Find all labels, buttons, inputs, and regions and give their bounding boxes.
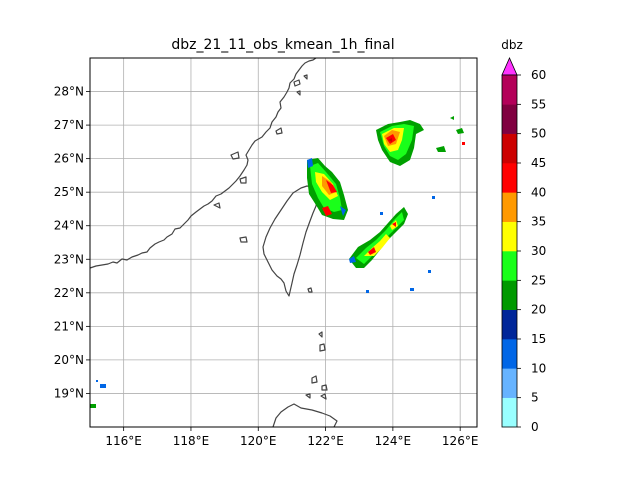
colorbar-segment: [502, 397, 517, 428]
map-title: dbz_21_11_obs_kmean_1h_final: [171, 37, 394, 53]
lat-tick-label: 25°N: [54, 185, 84, 199]
colorbar: dbz 0 5 10 15 20 25 30 35 40 45 50 55 60: [501, 38, 546, 434]
lat-tick-label: 22°N: [54, 286, 84, 300]
gridlines: [90, 58, 477, 427]
lon-tick-label: 124°E: [375, 434, 412, 448]
colorbar-tick-label: 25: [531, 273, 546, 287]
echo-northeast: [376, 116, 464, 166]
latitude-ticks: 19°N 20°N 21°N 22°N 23°N 24°N 25°N 26°N 27°N 28°N: [54, 85, 90, 400]
colorbar-segment: [502, 192, 517, 222]
colorbar-tick-label: 20: [531, 303, 546, 317]
echo-east-band: [349, 207, 408, 268]
lat-tick-label: 21°N: [54, 319, 84, 333]
colorbar-segment: [502, 309, 517, 340]
lat-tick-label: 23°N: [54, 252, 84, 266]
lat-tick-label: 26°N: [54, 152, 84, 166]
longitude-ticks: 116°E 118°E 120°E 122°E 124°E 126°E: [105, 427, 478, 448]
map-frame: [89, 57, 478, 428]
coastlines: [89, 57, 338, 428]
lat-tick-label: 27°N: [54, 118, 84, 132]
hainan-coastline: [272, 403, 338, 428]
colorbar-segment: [502, 104, 517, 134]
colorbar-tick-label: 55: [531, 97, 546, 111]
colorbar-segment: [502, 339, 517, 369]
colorbar-segment: [502, 368, 517, 398]
colorbar-tick-label: 30: [531, 244, 546, 258]
lat-tick-label: 19°N: [54, 386, 84, 400]
lon-tick-label: 122°E: [307, 434, 344, 448]
colorbar-tick-label: 0: [531, 420, 539, 434]
colorbar-segments: [502, 75, 517, 428]
colorbar-tick-label: 50: [531, 127, 546, 141]
lat-tick-label: 28°N: [54, 85, 84, 99]
lat-tick-label: 20°N: [54, 353, 84, 367]
colorbar-segment: [502, 221, 517, 252]
colorbar-tick-label: 15: [531, 332, 546, 346]
map-axes: 116°E 118°E 120°E 122°E 124°E 126°E 19°N 20°N 2…: [54, 57, 478, 448]
map-background: [90, 58, 477, 427]
colorbar-tick-label: 5: [531, 391, 539, 405]
lon-tick-label: 118°E: [173, 434, 210, 448]
colorbar-tick-label: 35: [531, 215, 546, 229]
colorbar-segment: [502, 133, 517, 164]
coastal-islands-b: [239, 236, 328, 400]
lon-tick-label: 116°E: [105, 434, 142, 448]
china-coastline: [89, 57, 317, 269]
lon-tick-label: 120°E: [240, 434, 277, 448]
colorbar-tick-label: 60: [531, 68, 546, 82]
colorbar-tick-label: 45: [531, 156, 546, 170]
radar-echoes: [90, 116, 465, 408]
colorbar-tick-label: 40: [531, 185, 546, 199]
zhoushan-islands: [293, 74, 308, 96]
colorbar-segment: [502, 163, 517, 193]
lon-tick-label: 126°E: [442, 434, 479, 448]
lat-tick-label: 24°N: [54, 219, 84, 233]
echo-north-taiwan: [307, 158, 348, 220]
colorbar-extend-triangle: [501, 57, 518, 76]
colorbar-segment: [502, 280, 517, 310]
colorbar-segment: [502, 251, 517, 281]
colorbar-ticks: 0 5 10 15 20 25 30 35 40 45 50 55 60: [517, 68, 546, 434]
colorbar-label: dbz: [501, 38, 523, 52]
colorbar-tick-label: 10: [531, 361, 546, 375]
echo-scattered: [90, 142, 465, 408]
colorbar-segment: [502, 75, 517, 105]
coastal-islands-a: [213, 127, 283, 209]
